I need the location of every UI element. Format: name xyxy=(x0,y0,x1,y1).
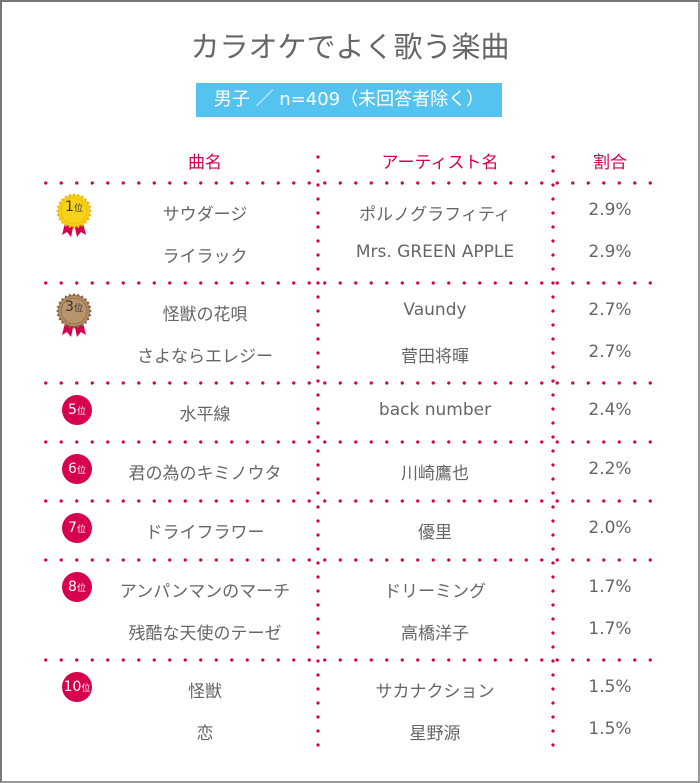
percentage: 1.7% xyxy=(588,619,632,639)
row-divider xyxy=(38,281,658,285)
song-name: ライラック xyxy=(162,247,248,267)
rank-label: 1位 xyxy=(52,199,96,215)
row-divider xyxy=(38,181,658,185)
rank-suffix: 位 xyxy=(76,584,86,594)
song-name: 恋 xyxy=(196,724,214,744)
rank-number: 8 xyxy=(68,579,77,595)
artist-name: サカナクション xyxy=(375,682,495,702)
header-artist: アーティスト名 xyxy=(381,153,499,173)
rank-suffix: 位 xyxy=(73,304,83,314)
subtitle-badge: 男子 ／ n=409（未回答者除く） xyxy=(196,83,502,117)
percentage: 2.9% xyxy=(588,200,632,220)
artist-name: 星野源 xyxy=(409,724,461,744)
rank-number: 3 xyxy=(65,299,74,315)
row-divider xyxy=(38,658,658,662)
header-pct: 割合 xyxy=(593,153,627,173)
song-name: さよならエレジー xyxy=(137,347,273,367)
rank-suffix: 位 xyxy=(73,204,83,214)
rank-badge-6: 6位 xyxy=(62,454,92,484)
song-name: サウダージ xyxy=(162,205,248,225)
rank-badge-8: 8位 xyxy=(62,572,92,602)
percentage: 1.5% xyxy=(588,677,632,697)
artist-name: Mrs. GREEN APPLE xyxy=(355,242,515,262)
rank-medal-1: 1位 xyxy=(52,191,96,241)
rank-medal-3: 3位 xyxy=(52,291,96,341)
row-divider xyxy=(38,558,658,562)
column-divider xyxy=(551,150,555,750)
rank-badge-7: 7位 xyxy=(62,513,92,543)
song-name: 怪獣 xyxy=(188,682,222,702)
percentage: 2.0% xyxy=(588,518,632,538)
rank-suffix: 位 xyxy=(81,684,91,694)
medal-icon xyxy=(56,193,92,237)
artist-name: 菅田将暉 xyxy=(401,347,469,367)
percentage: 1.7% xyxy=(588,577,632,597)
song-name: 残酷な天使のテーゼ xyxy=(128,624,282,644)
artist-name: ポルノグラフィティ xyxy=(359,205,511,225)
percentage: 2.7% xyxy=(588,342,632,362)
song-name: アンパンマンのマーチ xyxy=(119,582,291,602)
header-song: 曲名 xyxy=(188,153,222,173)
rank-badge-10: 10位 xyxy=(62,672,92,702)
row-divider xyxy=(38,499,658,503)
rank-number: 6 xyxy=(68,461,77,477)
artist-name: Vaundy xyxy=(403,300,467,320)
column-divider xyxy=(316,150,320,750)
percentage: 1.5% xyxy=(588,719,632,739)
artist-name: 優里 xyxy=(418,523,452,543)
rank-suffix: 位 xyxy=(76,407,86,417)
percentage: 2.7% xyxy=(588,300,632,320)
row-divider xyxy=(38,381,658,385)
row-divider xyxy=(38,440,658,444)
percentage: 2.9% xyxy=(588,242,632,262)
artist-name: 高橋洋子 xyxy=(401,624,469,644)
rank-suffix: 位 xyxy=(76,525,86,535)
rank-suffix: 位 xyxy=(76,466,86,476)
song-name: 水平線 xyxy=(179,405,231,425)
rank-number: 1 xyxy=(65,199,74,215)
song-name: 怪獣の花唄 xyxy=(162,305,248,325)
rank-number: 7 xyxy=(68,520,77,536)
artist-name: 川崎鷹也 xyxy=(401,464,469,484)
artist-name: back number xyxy=(378,400,492,420)
page-title: カラオケでよく歌う楽曲 xyxy=(190,30,510,64)
rank-number: 10 xyxy=(63,679,82,695)
rank-number: 5 xyxy=(68,402,77,418)
rank-badge-5: 5位 xyxy=(62,395,92,425)
percentage: 2.4% xyxy=(588,400,632,420)
song-name: 君の為のキミノウタ xyxy=(128,464,282,484)
medal-icon xyxy=(56,293,92,337)
percentage: 2.2% xyxy=(588,459,632,479)
artist-name: ドリーミング xyxy=(384,582,486,602)
song-name: ドライフラワー xyxy=(145,523,265,543)
rank-label: 3位 xyxy=(52,299,96,315)
